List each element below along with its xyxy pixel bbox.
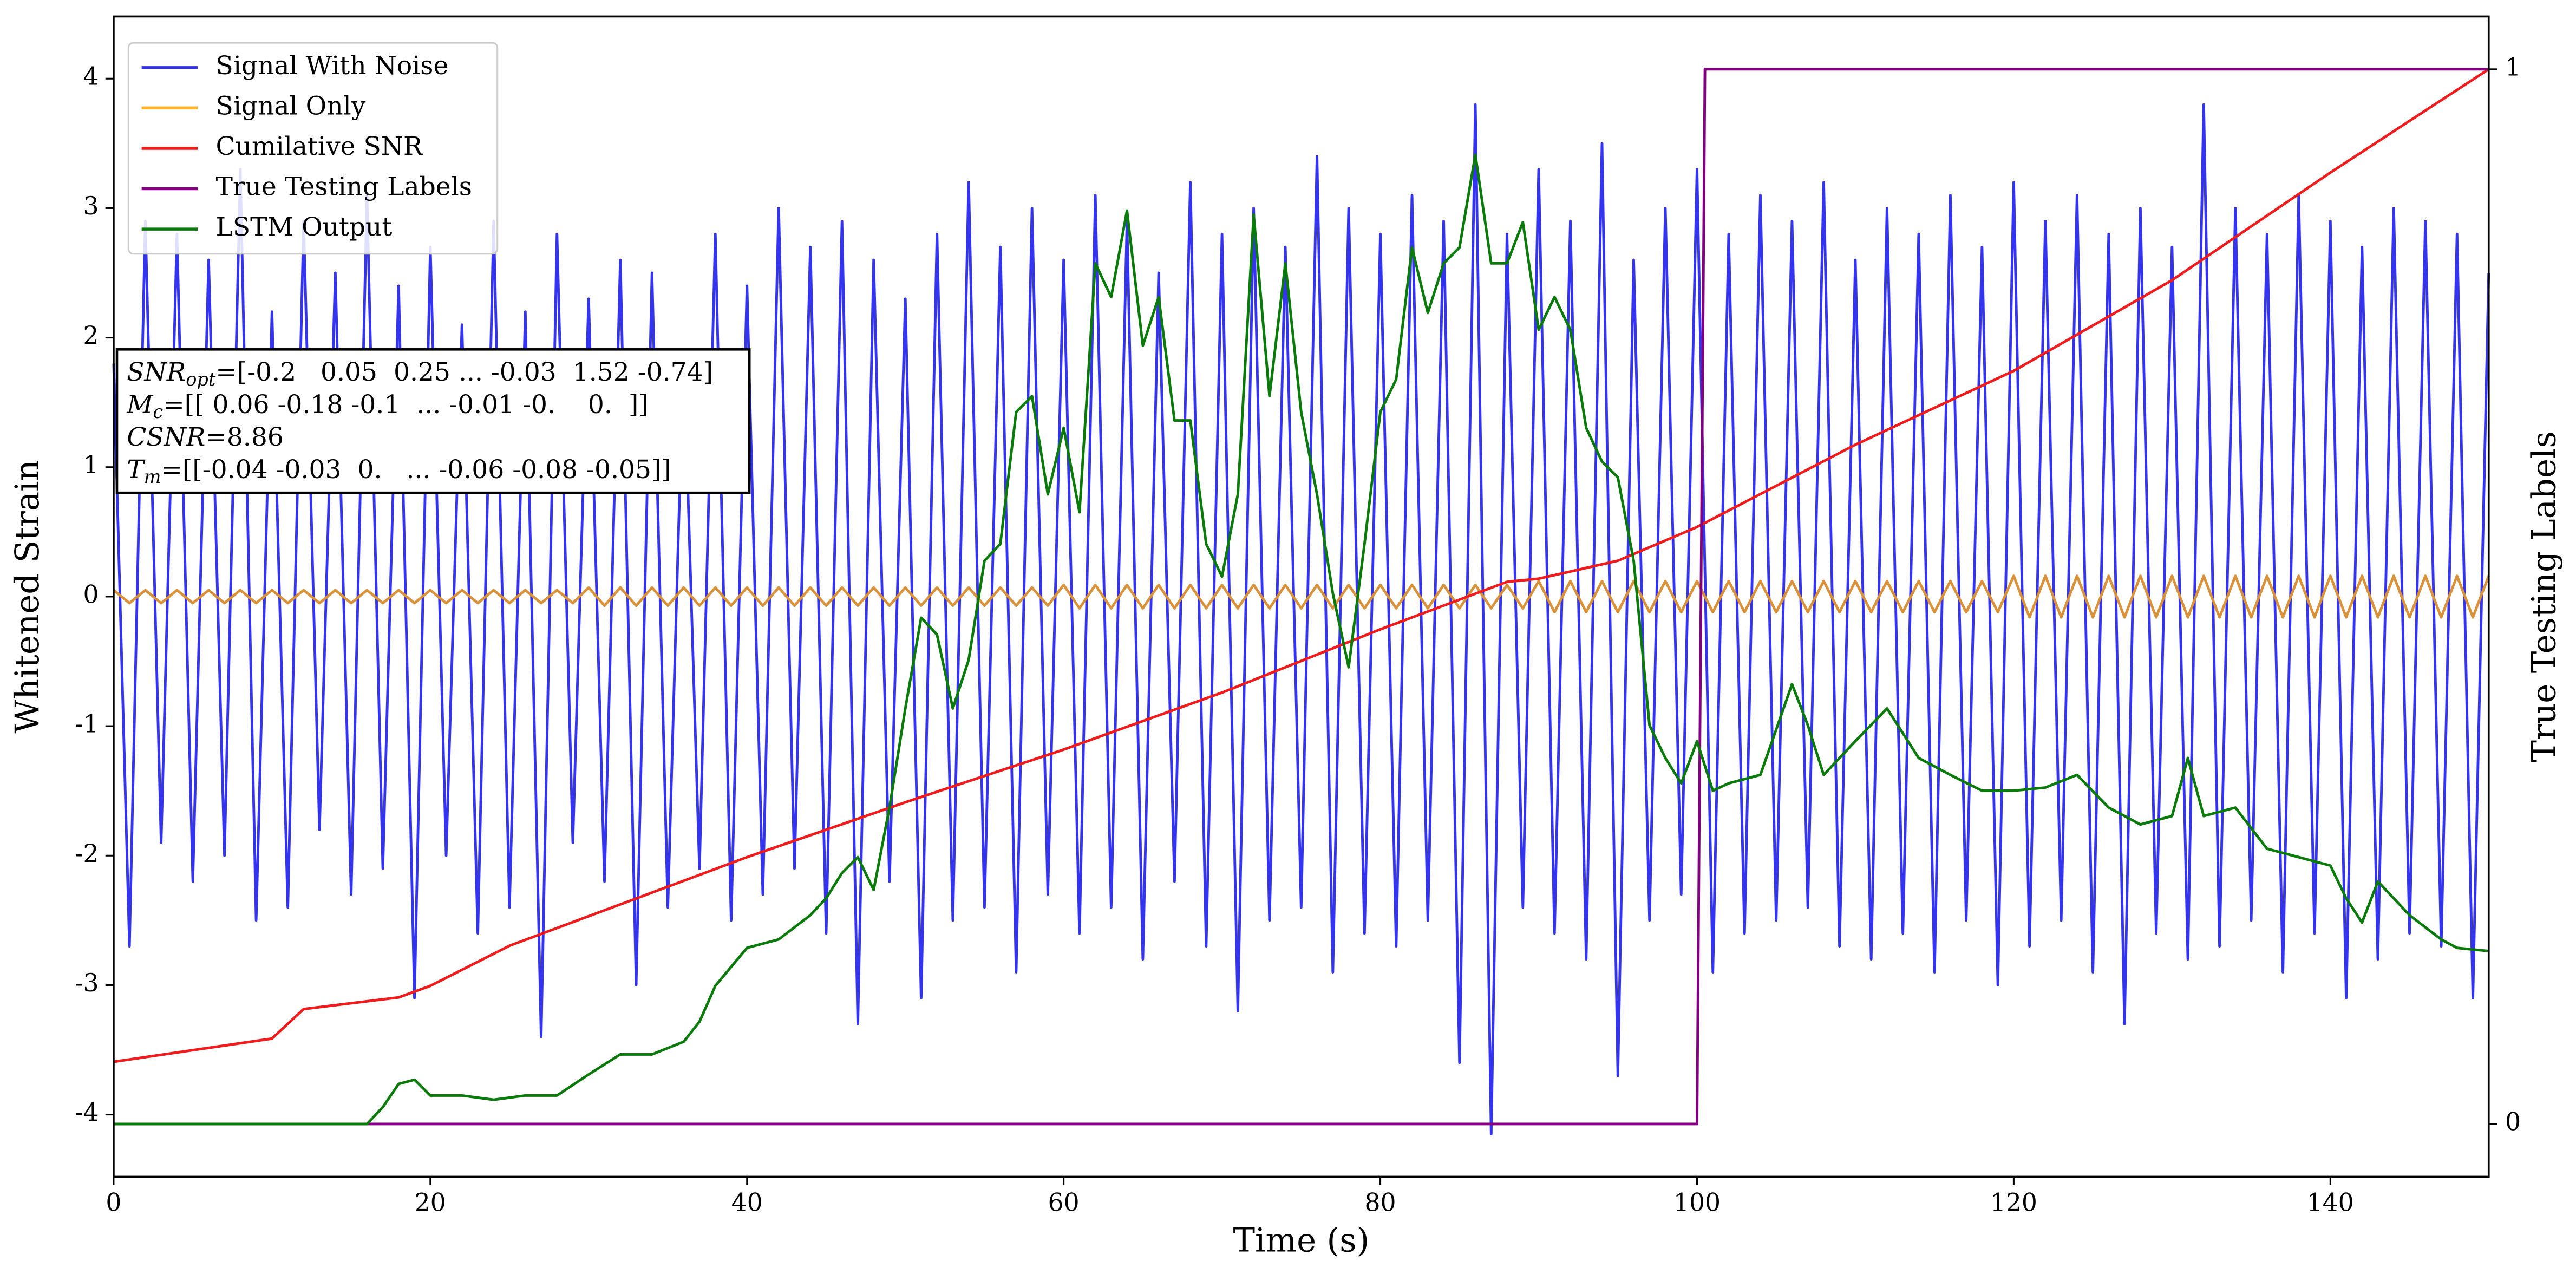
annotation-line: CSNR=8.86 [127,422,284,452]
x-tick-label: 140 [2307,1188,2354,1217]
annotation-line: Tm=[[-0.04 -0.03 0. ... -0.06 -0.08 -0.0… [127,455,671,487]
x-tick-label: 40 [731,1188,763,1217]
legend-box [127,42,499,255]
series-line [113,68,2490,1063]
annotation-text: =[[-0.04 -0.03 0. ... -0.06 -0.08 -0.05]… [161,455,671,485]
y-tick-label: 3 [83,192,99,220]
series-line [113,153,2489,1126]
annotation-box [115,348,751,494]
y-tick-label: 1 [83,450,99,479]
y-tick-label: -3 [75,969,99,997]
x-axis-title: Time (s) [1233,1221,1369,1259]
annotation-text: =[[ 0.06 -0.18 -0.1 ... -0.01 -0. 0. ]] [163,390,648,420]
x-tick-label: 80 [1365,1188,1396,1217]
series-line [113,68,2489,1126]
x-tick-label: 60 [1048,1188,1080,1217]
series-line [112,103,2490,1135]
legend-label: LSTM Output [216,212,393,242]
annotation-text: =[-0.2 0.05 0.25 ... -0.03 1.52 -0.74] [215,357,713,387]
annotation-var: M [126,390,154,420]
annotation-var: CSNR [127,422,205,452]
annotation-text: =8.86 [205,422,283,452]
x-tick-label: 120 [1990,1188,2037,1217]
annotation-sub: m [144,466,161,487]
legend-label: Cumilative SNR [216,132,423,161]
annotation: SNRopt=[-0.2 0.05 0.25 ... -0.03 1.52 -0… [115,348,751,494]
annotation-var: SNR [127,357,186,387]
y2-tick-label: 1 [2505,53,2521,81]
y2-tick-label: 0 [2505,1107,2521,1136]
y-tick-label: -4 [75,1098,99,1127]
plot-area [112,68,2490,1135]
legend: Signal With Noise Signal Only Cumilative S… [127,42,499,255]
x-tick-label: 100 [1673,1188,1721,1217]
annotation-sub: c [153,401,164,422]
annotation-line: Mc=[[ 0.06 -0.18 -0.1 ... -0.01 -0. 0. ]… [126,390,648,422]
series-line [113,574,2490,619]
annotation-sub: opt [186,369,216,390]
legend-label: Signal Only [216,91,366,121]
annotation-var: T [127,455,146,485]
y-tick-label: 0 [83,580,99,609]
legend-label: True Testing Labels [216,172,472,202]
annotation-line: SNRopt=[-0.2 0.05 0.25 ... -0.03 1.52 -0… [127,357,713,390]
y-tick-label: -1 [75,710,99,739]
x-tick-label: 0 [106,1188,121,1217]
y-tick-label: 2 [83,321,99,350]
legend-label: Signal With Noise [216,51,449,81]
y-axis-title: Whitened Strain [9,460,47,734]
overlays: Signal With Noise Signal Only Cumilative S… [115,42,751,494]
y2-axis-title: True Testing Labels [2525,431,2563,762]
y-tick-label: -2 [75,839,99,868]
x-tick-label: 20 [415,1188,446,1217]
y-tick-label: 4 [83,62,99,91]
